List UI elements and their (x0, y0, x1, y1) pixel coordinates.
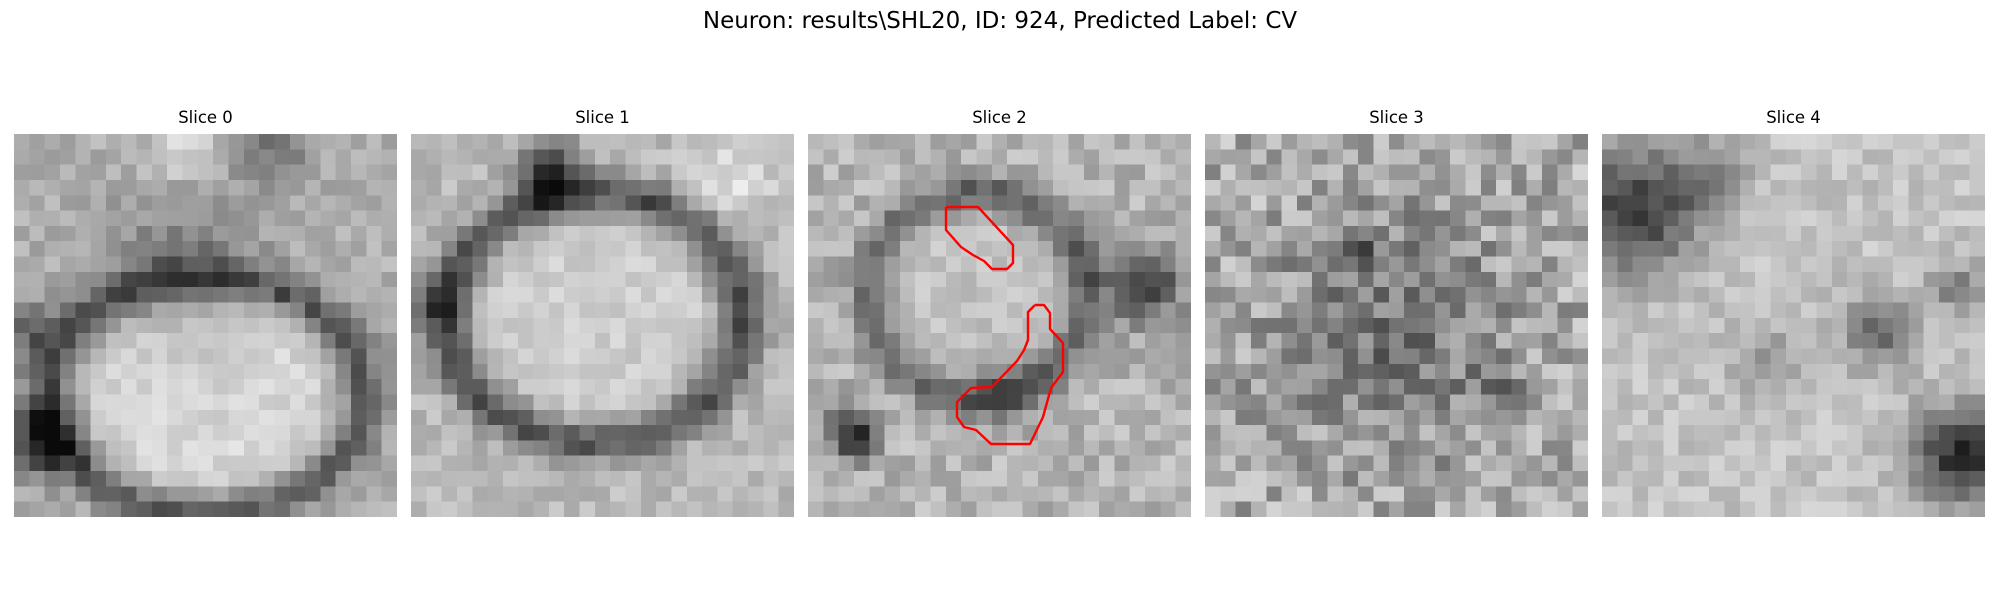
slice-0-pixels (14, 134, 397, 517)
contour-lower (957, 305, 1063, 444)
contour-upper (946, 207, 1013, 269)
slice-image-2 (808, 134, 1191, 517)
slice-panel-1: Slice 1 (411, 108, 794, 517)
slice-panel-0: Slice 0 (14, 108, 397, 517)
slice-1-pixels (411, 134, 794, 517)
segmentation-contour (808, 134, 1191, 517)
slice-image-0 (14, 134, 397, 517)
slice-image-4 (1602, 134, 1985, 517)
slice-3-pixels (1205, 134, 1588, 517)
slice-panel-2: Slice 2 (808, 108, 1191, 517)
slice-4-pixels (1602, 134, 1985, 517)
figure-title: Neuron: results\SHL20, ID: 924, Predicte… (0, 6, 2000, 36)
slice-title: Slice 0 (14, 108, 397, 134)
slice-title: Slice 2 (808, 108, 1191, 134)
slice-image-1 (411, 134, 794, 517)
slice-title: Slice 3 (1205, 108, 1588, 134)
slice-image-3 (1205, 134, 1588, 517)
slice-panel-3: Slice 3 (1205, 108, 1588, 517)
slice-title: Slice 4 (1602, 108, 1985, 134)
slice-panel-4: Slice 4 (1602, 108, 1985, 517)
slice-title: Slice 1 (411, 108, 794, 134)
